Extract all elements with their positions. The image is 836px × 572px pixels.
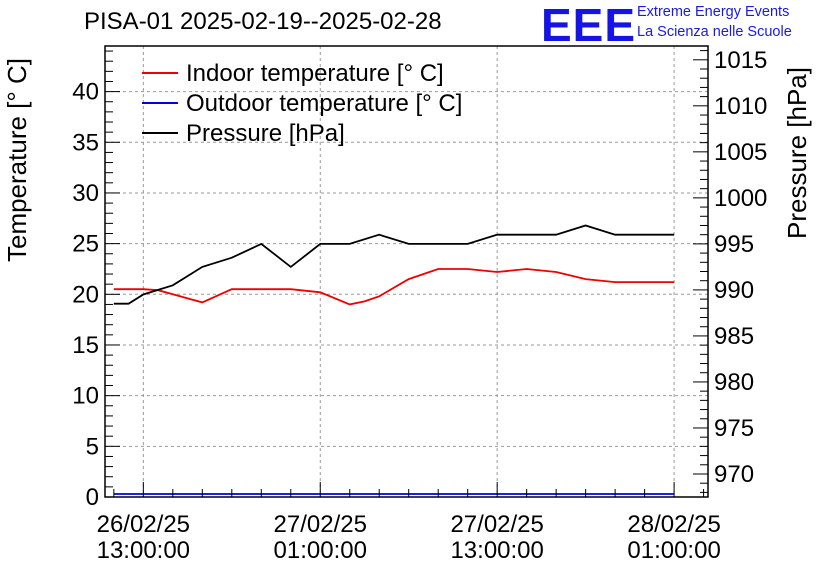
x-tick-label: 13:00:00 <box>450 537 543 564</box>
legend-label: Indoor temperature [° C] <box>186 60 444 87</box>
x-tick-label: 13:00:00 <box>97 537 190 564</box>
y2-tick-label: 970 <box>714 461 754 488</box>
y-tick-label: 15 <box>72 332 99 359</box>
y-tick-label: 10 <box>72 383 99 410</box>
y-tick-label: 0 <box>86 484 99 511</box>
x-tick-label: 01:00:00 <box>627 537 720 564</box>
y2-tick-label: 1005 <box>714 139 767 166</box>
logo-subtitle-line2: La Scienza nelle Scuole <box>637 24 792 40</box>
y2-tick-label: 985 <box>714 323 754 350</box>
y2-tick-label: 990 <box>714 277 754 304</box>
legend: Indoor temperature [° C] Outdoor temperat… <box>142 60 462 147</box>
logo-subtitle-line1: Extreme Energy Events <box>637 4 790 20</box>
series-line <box>113 224 675 305</box>
series-line <box>113 268 675 306</box>
legend-label: Pressure [hPa] <box>186 120 345 147</box>
y-tick-label: 40 <box>72 79 99 106</box>
plot-area <box>105 46 708 497</box>
legend-label: Outdoor temperature [° C] <box>186 90 462 117</box>
y-axis-label: Temperature [° C] <box>2 58 32 262</box>
y2-tick-label: 1000 <box>714 185 767 212</box>
y2-axis-label: Pressure [hPa] <box>782 67 812 239</box>
right-axis-ticks: 970 975 980 985 990 995 1000 1005 1010 1015 <box>693 47 767 493</box>
y-tick-label: 30 <box>72 180 99 207</box>
y-tick-label: 5 <box>86 433 99 460</box>
y2-tick-label: 1010 <box>714 93 767 120</box>
y-tick-label: 35 <box>72 129 99 156</box>
eee-logo: EEE <box>541 0 637 51</box>
x-tick-label: 27/02/25 <box>274 511 367 538</box>
y2-tick-label: 980 <box>714 369 754 396</box>
series-lines <box>113 224 675 495</box>
x-tick-label: 27/02/25 <box>450 511 543 538</box>
x-tick-label: 01:00:00 <box>274 537 367 564</box>
y2-tick-label: 1015 <box>714 47 767 74</box>
y2-tick-label: 975 <box>714 415 754 442</box>
y2-tick-label: 995 <box>714 231 754 258</box>
y-tick-label: 25 <box>72 231 99 258</box>
x-tick-label: 26/02/25 <box>97 511 190 538</box>
x-tick-label: 28/02/25 <box>627 511 720 538</box>
left-axis-ticks: 0 5 10 15 20 25 30 35 40 <box>72 50 120 511</box>
chart-title: PISA-01 2025-02-19--2025-02-28 <box>84 8 442 35</box>
y-tick-label: 20 <box>72 281 99 308</box>
x-axis-ticks: 26/02/2513:00:0027/02/2501:00:0027/02/25… <box>97 482 721 564</box>
